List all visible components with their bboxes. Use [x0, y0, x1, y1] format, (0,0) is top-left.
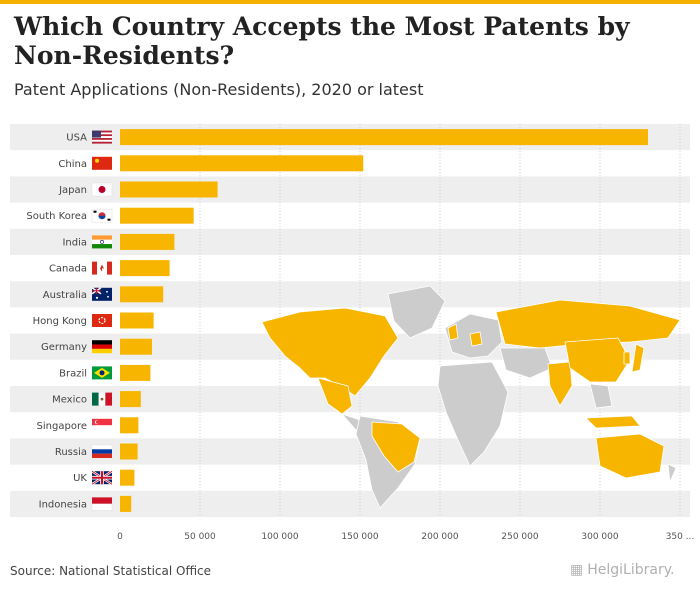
source-note: Source: National Statistical Office — [10, 564, 212, 578]
category-label: Russia — [55, 447, 87, 458]
bar — [120, 155, 364, 172]
category-label: UK — [73, 473, 87, 484]
category-label: Australia — [43, 290, 87, 301]
world-map — [261, 285, 681, 509]
bar — [120, 417, 139, 434]
library-building-icon: ▦ — [570, 562, 584, 578]
category-label: Japan — [58, 185, 87, 196]
category-label: Hong Kong — [33, 316, 87, 327]
kr-flag — [91, 208, 113, 223]
bar — [120, 338, 152, 355]
map-japan — [631, 343, 645, 373]
map-brazil — [371, 421, 421, 473]
bar — [120, 312, 154, 329]
au-flag — [91, 287, 112, 301]
bar — [120, 391, 141, 408]
top-accent-bar — [0, 0, 700, 4]
x-tick-label: 350 ... — [666, 532, 695, 542]
category-label: Indonesia — [39, 499, 87, 510]
category-label: Germany — [41, 342, 87, 353]
de-flag — [92, 340, 112, 354]
jp-flag — [91, 182, 113, 197]
category-label: Brazil — [59, 368, 87, 379]
category-label: South Korea — [26, 211, 87, 222]
map-africa — [437, 361, 509, 467]
bar — [120, 286, 164, 303]
map-greenland — [387, 285, 446, 339]
cn-flag — [92, 156, 112, 170]
map-uk — [447, 323, 459, 341]
uk-flag — [91, 470, 113, 486]
bar — [120, 495, 132, 512]
chart-title: Which Country Accepts the Most Patents b… — [14, 12, 630, 70]
map-mexico — [317, 377, 353, 415]
category-label: Singapore — [37, 421, 87, 432]
ru-flag — [91, 444, 113, 458]
in-flag — [92, 235, 112, 249]
category-label: China — [58, 159, 87, 170]
hk-flag — [92, 314, 112, 327]
map-russia — [495, 299, 681, 349]
category-label: India — [62, 237, 87, 248]
x-tick-label: 250 000 — [501, 532, 538, 542]
x-tick-label: 150 000 — [341, 532, 378, 542]
map-germany — [469, 331, 483, 347]
chart-subtitle: Patent Applications (Non-Residents), 202… — [14, 80, 424, 99]
map-middle-east — [499, 347, 553, 379]
mx-flag — [92, 392, 112, 406]
map-china — [564, 337, 631, 383]
logo-text: HelgiLibrary. — [587, 562, 675, 578]
bar — [120, 364, 151, 381]
bar — [120, 469, 135, 486]
bar — [120, 207, 194, 224]
bar — [120, 233, 175, 250]
bar — [120, 181, 218, 198]
bar — [120, 129, 648, 146]
map-australia — [595, 433, 665, 479]
x-tick-label: 100 000 — [261, 532, 298, 542]
x-tick-label: 300 000 — [581, 532, 618, 542]
map-india — [547, 361, 573, 407]
map-north-america — [261, 307, 399, 397]
category-label: Mexico — [52, 395, 87, 406]
x-tick-label: 200 000 — [421, 532, 458, 542]
map-south-korea — [623, 351, 631, 365]
ca-flag — [92, 261, 112, 275]
id-flag — [91, 497, 113, 511]
bar-chart: USA China Japan South Korea India Canada Austr… — [10, 124, 695, 542]
sg-flag — [92, 418, 112, 432]
bar — [120, 443, 138, 460]
x-tick-label: 50 000 — [184, 532, 216, 542]
map-southeast-asia — [589, 383, 613, 409]
map-new-zealand — [667, 463, 677, 484]
helgi-library-logo: ▦ HelgiLibrary. — [570, 562, 674, 578]
us-flag — [92, 130, 112, 144]
bar — [120, 260, 170, 277]
map-indonesia — [585, 415, 641, 429]
br-flag — [92, 366, 112, 380]
category-label: USA — [66, 133, 87, 144]
x-tick-label: 0 — [117, 532, 123, 542]
category-label: Canada — [49, 264, 87, 275]
